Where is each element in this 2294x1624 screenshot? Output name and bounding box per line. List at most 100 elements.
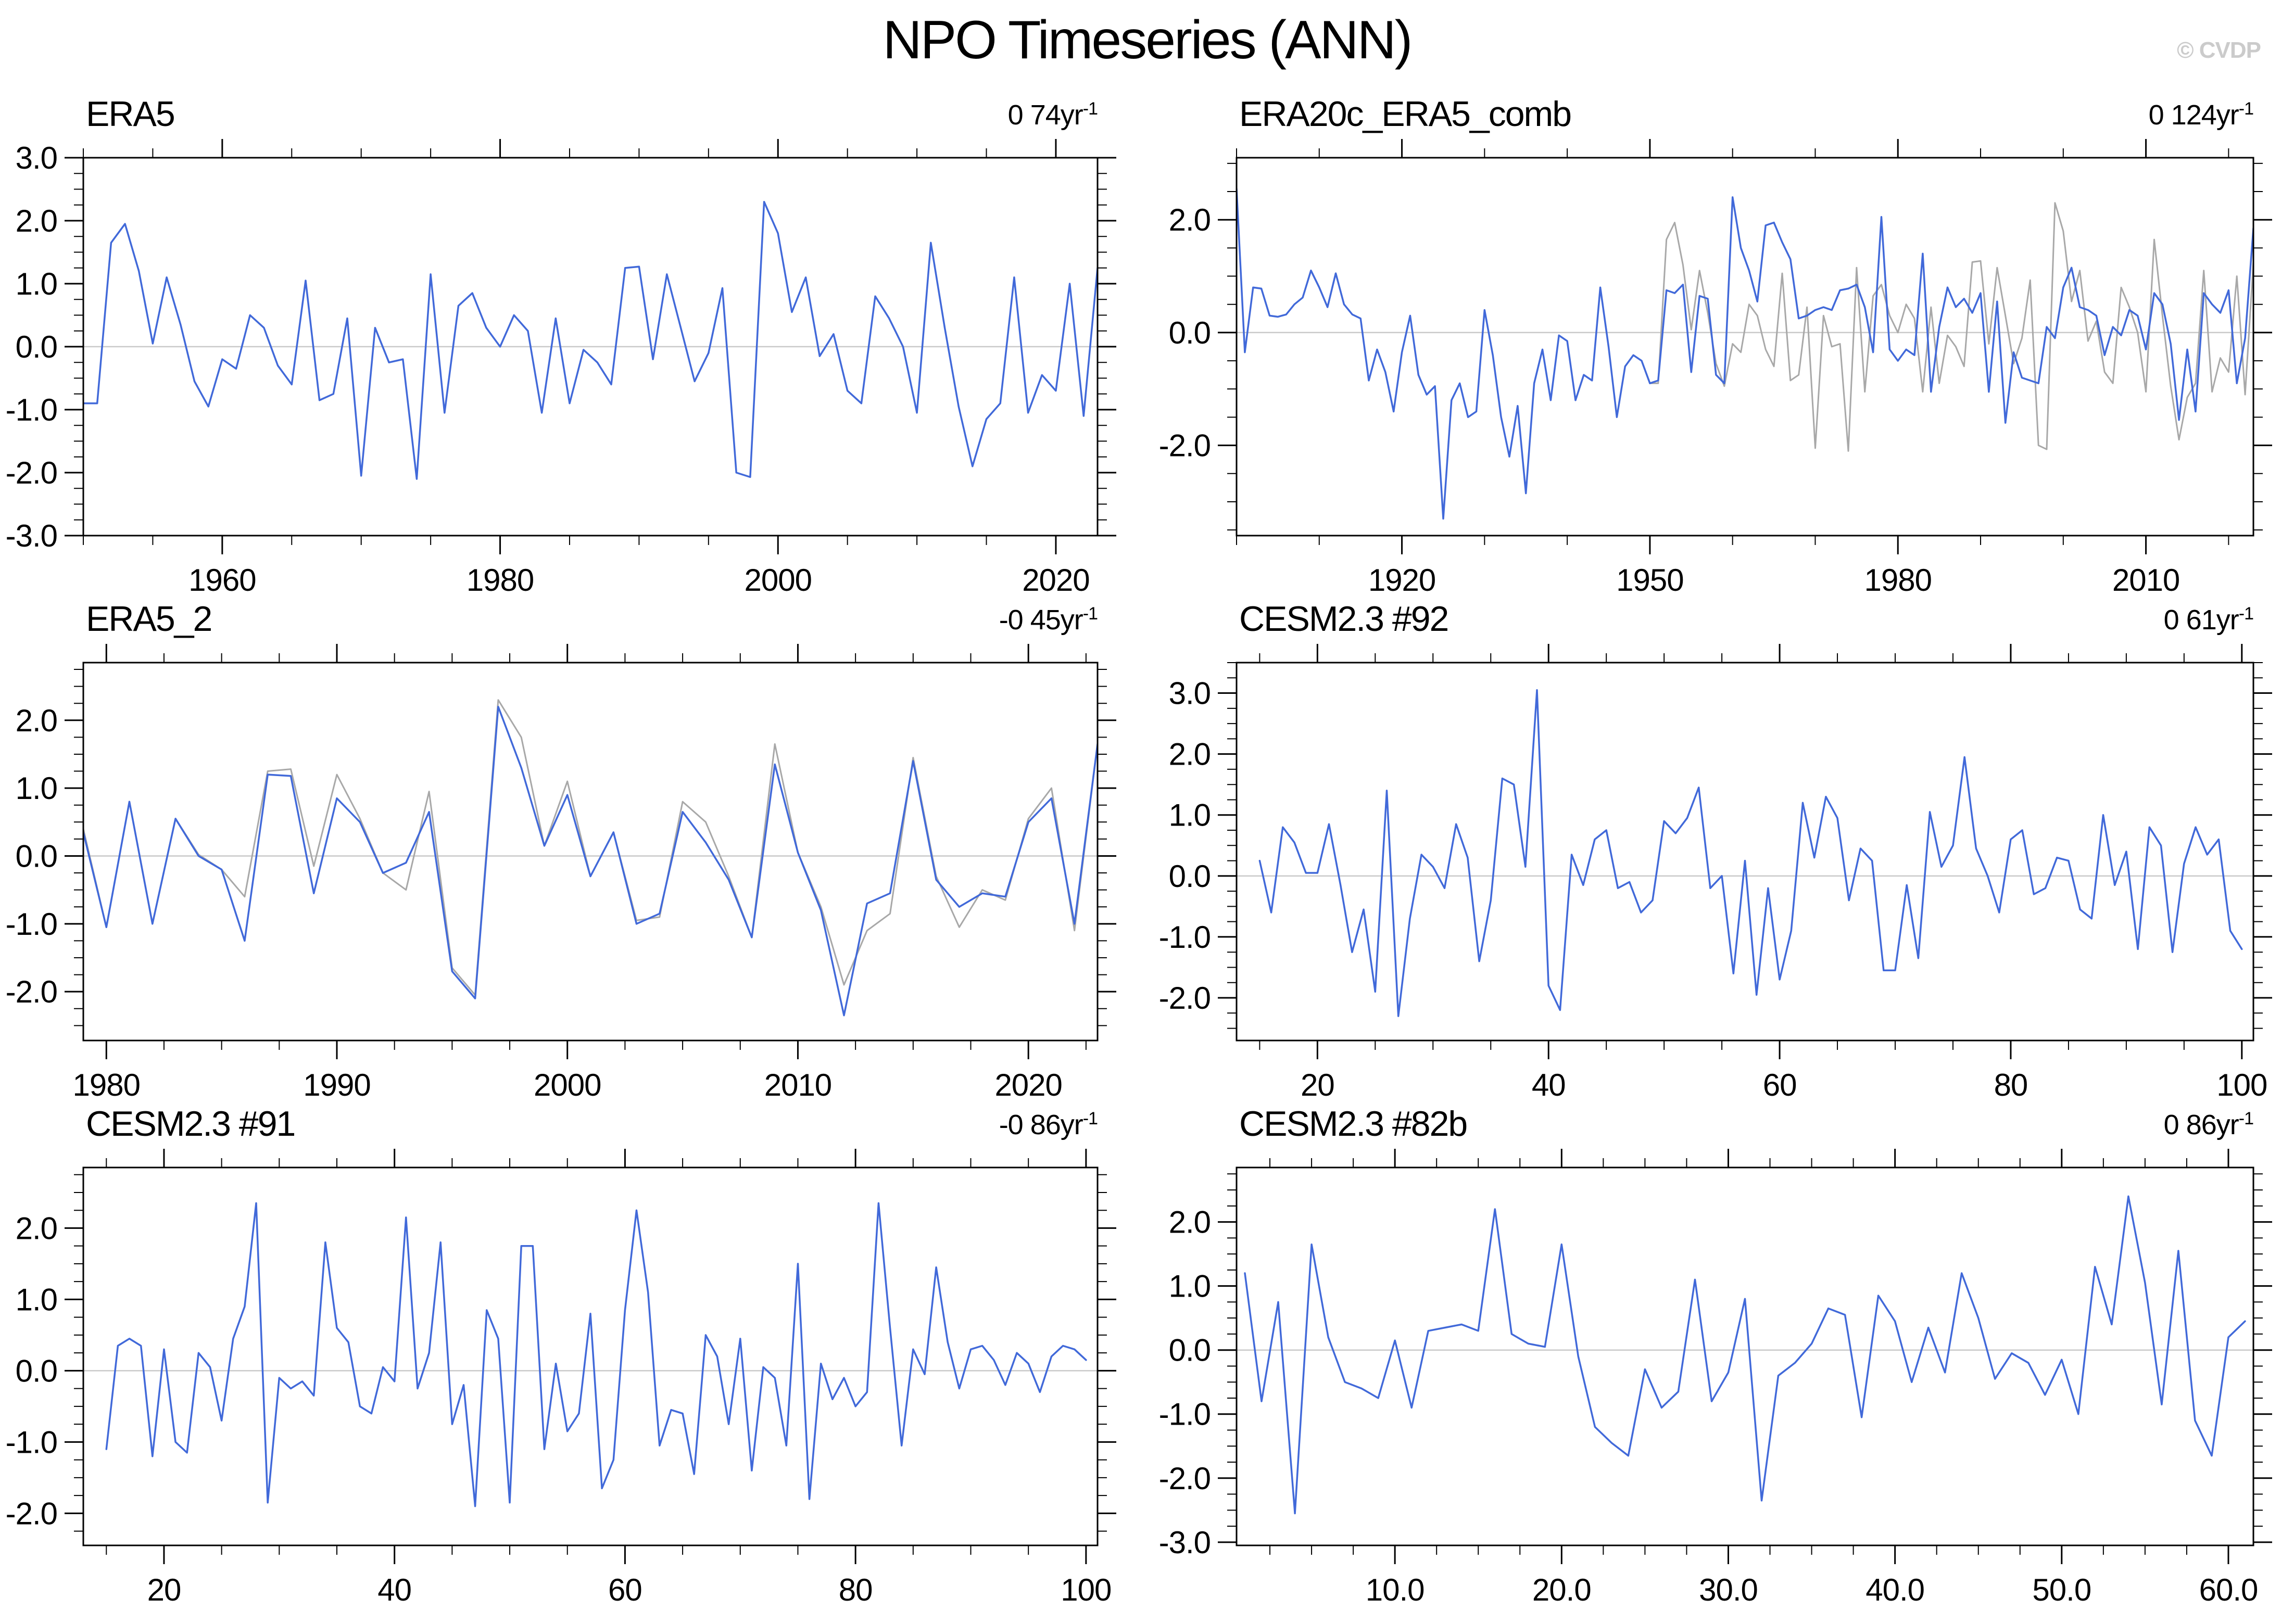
plot-frame (82, 662, 1099, 1042)
cesm23_92-plot: 3.0 2.0 1.0 0.0 -1.0 -2.0 20 40 60 80 100 (1159, 644, 2272, 1102)
trend-value: 0 86yr (2163, 1109, 2239, 1140)
svg-text:2.0: 2.0 (1169, 737, 1211, 772)
cesm23_92-series-cesm2-3-92 (1258, 689, 2243, 1017)
svg-text:0.0: 0.0 (1169, 1333, 1211, 1368)
era20c_era5_comb-series-era5 (1649, 202, 2253, 452)
svg-text:0.0: 0.0 (1169, 859, 1211, 894)
panel-trend-label: -0 86yr-1 (999, 1109, 1098, 1141)
trend-exponent: -1 (1082, 99, 1098, 119)
panel-header: ERA5_2 -0 45yr-1 (0, 593, 1145, 639)
svg-text:60: 60 (608, 1572, 642, 1607)
trend-value: 0 61yr (2163, 604, 2239, 636)
panel-title: CESM2.3 #91 (86, 1104, 296, 1144)
trend-value: 0 74yr (1007, 99, 1083, 131)
svg-text:2000: 2000 (534, 1068, 601, 1102)
trend-exponent: -1 (2238, 99, 2254, 119)
trend-exponent: -1 (2238, 604, 2254, 624)
svg-text:2010: 2010 (2112, 563, 2179, 598)
panel-trend-label: 0 74yr-1 (1008, 99, 1098, 131)
svg-text:-1.0: -1.0 (1159, 1397, 1211, 1432)
svg-text:40: 40 (1532, 1068, 1566, 1102)
panel-title: ERA20c_ERA5_comb (1239, 94, 1572, 134)
cesm23_82b-plot: 2.0 1.0 0.0 -1.0 -2.0 -3.0 10.0 20.0 30.0 40.0 50.… (1159, 1149, 2272, 1607)
svg-text:80: 80 (839, 1572, 873, 1607)
timeseries-panel-era5_2: ERA5_2 -0 45yr-1 2.0 1.0 0.0 -1.0 -2.0 1980 19… (0, 593, 1145, 1108)
cesm23_82b-series-cesm2-3-82b (1244, 1195, 2246, 1515)
timeseries-panel-era20c_era5_comb: ERA20c_ERA5_comb 0 124yr-1 2.0 0.0 -2.0 192… (1153, 88, 2294, 603)
svg-text:1.0: 1.0 (16, 1282, 57, 1317)
era5_2-series-era5-2 (83, 705, 1098, 1017)
svg-text:100: 100 (1061, 1572, 1111, 1607)
panel-header: CESM2.3 #82b 0 86yr-1 (1153, 1098, 2294, 1144)
panel-trend-label: 0 124yr-1 (2148, 99, 2254, 131)
svg-text:50.0: 50.0 (2032, 1572, 2091, 1607)
svg-text:1990: 1990 (303, 1068, 370, 1102)
panel-header: CESM2.3 #91 -0 86yr-1 (0, 1098, 1145, 1144)
timeseries-panel-cesm23_92: CESM2.3 #92 0 61yr-1 3.0 2.0 1.0 0.0 -1.0 -2.… (1153, 593, 2294, 1108)
svg-text:60: 60 (1763, 1068, 1797, 1102)
plot-frame (1236, 662, 2254, 1042)
svg-text:3.0: 3.0 (16, 141, 57, 175)
svg-text:0.0: 0.0 (1169, 315, 1211, 350)
svg-text:0.0: 0.0 (16, 1353, 57, 1388)
era5-series-era5 (83, 200, 1098, 480)
svg-text:-3.0: -3.0 (1159, 1525, 1211, 1560)
panel-title: ERA5 (86, 94, 175, 134)
panel-header: ERA5 0 74yr-1 (0, 88, 1145, 134)
svg-text:0.0: 0.0 (16, 839, 57, 873)
svg-text:1.0: 1.0 (16, 771, 57, 806)
svg-text:-1.0: -1.0 (6, 907, 57, 942)
svg-text:20: 20 (147, 1572, 181, 1607)
svg-text:1980: 1980 (73, 1068, 140, 1102)
svg-text:2.0: 2.0 (16, 1211, 57, 1246)
svg-text:2020: 2020 (994, 1068, 1062, 1102)
panel-trend-label: 0 86yr-1 (2163, 1109, 2254, 1141)
svg-text:2.0: 2.0 (16, 204, 57, 238)
figure-title: NPO Timeseries (ANN) (883, 10, 1413, 70)
trend-value: -0 45yr (999, 604, 1083, 636)
svg-text:-2.0: -2.0 (1159, 1461, 1211, 1496)
trend-value: 0 124yr (2148, 99, 2239, 131)
svg-text:-3.0: -3.0 (6, 518, 57, 553)
panel-title: CESM2.3 #92 (1239, 599, 1449, 639)
svg-text:1.0: 1.0 (1169, 798, 1211, 833)
cvdp-watermark: © CVDP (2177, 37, 2261, 63)
svg-text:80: 80 (1994, 1068, 2028, 1102)
timeseries-panel-era5: ERA5 0 74yr-1 3.0 2.0 1.0 0.0 -1.0 -2.0 -3.0 19… (0, 88, 1145, 603)
era20c_era5_comb-plot: 2.0 0.0 -2.0 1920 1950 1980 2010 (1159, 139, 2272, 598)
svg-text:10.0: 10.0 (1366, 1572, 1425, 1607)
plot-frame (82, 157, 1099, 537)
era20c_era5_comb-series-era20c (1237, 187, 2253, 520)
svg-text:1.0: 1.0 (1169, 1269, 1211, 1304)
svg-text:1920: 1920 (1368, 563, 1435, 598)
trend-exponent: -1 (1082, 1109, 1098, 1128)
trend-exponent: -1 (2238, 1109, 2254, 1128)
svg-text:40: 40 (377, 1572, 411, 1607)
panel-trend-label: -0 45yr-1 (999, 604, 1098, 636)
svg-text:20: 20 (1301, 1068, 1334, 1102)
panel-title: ERA5_2 (86, 599, 212, 639)
era5_2-series-reference (83, 699, 1098, 996)
svg-text:-2.0: -2.0 (1159, 981, 1211, 1016)
panel-trend-label: 0 61yr-1 (2163, 604, 2254, 636)
svg-text:2010: 2010 (764, 1068, 831, 1102)
svg-text:2000: 2000 (745, 563, 812, 598)
svg-text:-2.0: -2.0 (6, 974, 57, 1009)
trend-value: -0 86yr (999, 1109, 1083, 1140)
plot-frame (1236, 1166, 2254, 1546)
cesm23_91-series-cesm2-3-91 (105, 1202, 1087, 1507)
era5_2-plot: 2.0 1.0 0.0 -1.0 -2.0 1980 1990 2000 2010 2020 (6, 644, 1116, 1102)
panel-title: CESM2.3 #82b (1239, 1104, 1468, 1144)
era5-plot: 3.0 2.0 1.0 0.0 -1.0 -2.0 -3.0 1960 1980 2000 2020 (6, 139, 1116, 598)
trend-exponent: -1 (1082, 604, 1098, 624)
svg-text:-1.0: -1.0 (1159, 920, 1211, 955)
svg-text:1960: 1960 (188, 563, 256, 598)
cesm23_91-plot: 2.0 1.0 0.0 -1.0 -2.0 20 40 60 80 100 (6, 1149, 1116, 1607)
svg-text:1980: 1980 (467, 563, 534, 598)
svg-text:2020: 2020 (1022, 563, 1089, 598)
plot-frame (82, 1166, 1099, 1546)
svg-text:-2.0: -2.0 (6, 1496, 57, 1531)
svg-text:3.0: 3.0 (1169, 676, 1211, 711)
svg-text:1950: 1950 (1616, 563, 1683, 598)
